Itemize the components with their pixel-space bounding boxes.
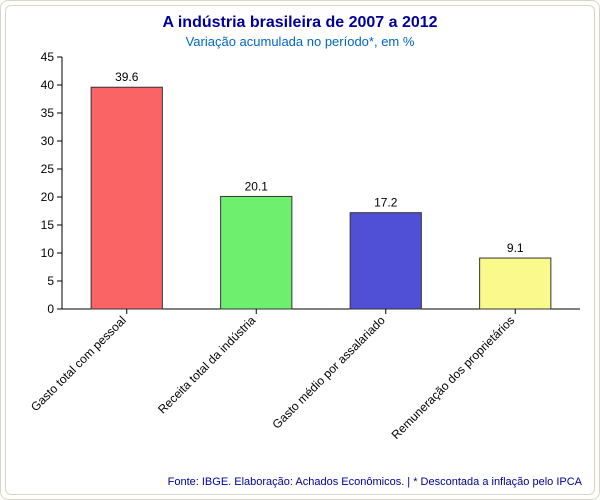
bar-value-label: 9.1 [507,241,524,255]
category-label: Gasto médio por assalariado [269,313,388,432]
y-tick-label: 20 [41,190,55,204]
chart-container: A indústria brasileira de 2007 a 2012 Va… [8,8,592,492]
bar-value-label: 39.6 [115,70,139,84]
bar [91,87,162,309]
chart-subtitle: Variação acumulada no período*, em % [8,34,592,49]
y-tick-label: 30 [41,134,55,148]
bar-value-label: 20.1 [245,179,269,193]
chart-title: A indústria brasileira de 2007 a 2012 [8,14,592,32]
inner-frame: A indústria brasileira de 2007 a 2012 Va… [5,5,595,495]
y-tick-label: 25 [41,162,55,176]
category-label: Remuneração dos proprietários [389,313,518,442]
y-tick-label: 5 [47,274,54,288]
y-tick-label: 15 [41,218,55,232]
bar [350,213,421,309]
y-tick-label: 35 [41,106,55,120]
y-tick-label: 40 [41,78,55,92]
outer-frame: A indústria brasileira de 2007 a 2012 Va… [0,0,600,500]
y-tick-label: 45 [41,50,55,64]
y-tick-label: 10 [41,246,55,260]
category-label: Receita total da indústria [155,313,259,417]
y-tick-label: 0 [47,302,54,316]
category-label: Gasto total com pessoal [28,313,129,414]
bar-value-label: 17.2 [374,196,398,210]
chart-footnote: Fonte: IBGE. Elaboração: Achados Econômi… [168,476,582,488]
bar [221,196,292,309]
bar [480,258,551,309]
bar-chart: 0 5 10 15 20 25 30 35 40 45 39.6 Gasto total com pe… [8,49,592,479]
